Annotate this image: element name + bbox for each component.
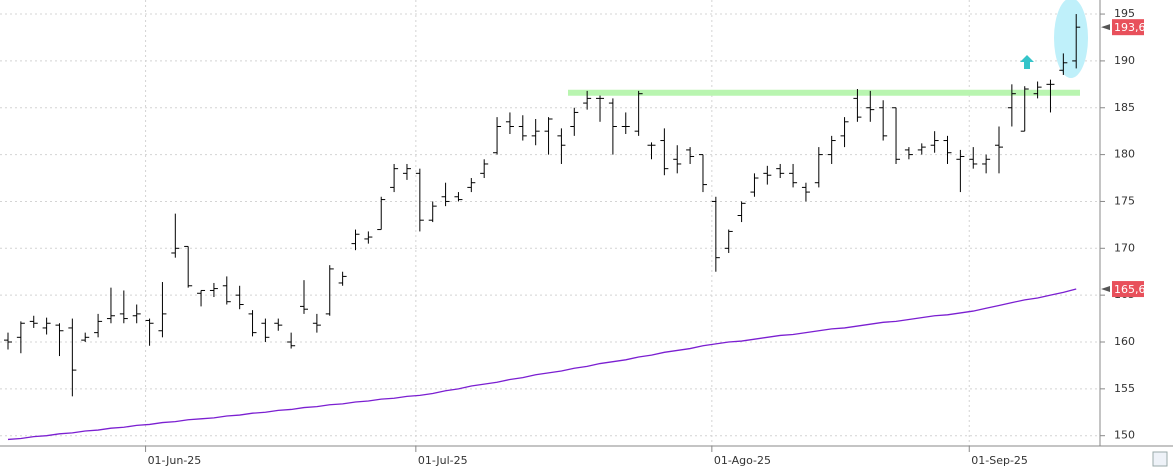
y-tick-label: 155 (1114, 382, 1135, 395)
y-tick-label: 150 (1114, 429, 1135, 442)
x-tick-label: 01-Ago-25 (714, 454, 771, 467)
price-pointer (1101, 24, 1110, 31)
x-tick-label: 01-Sep-25 (971, 454, 1028, 467)
price-pointer (1101, 286, 1110, 293)
y-tick-label: 170 (1114, 241, 1135, 254)
price-tag-label: 165,65 (1114, 283, 1153, 296)
y-tick-label: 185 (1114, 101, 1135, 114)
y-tick-label: 175 (1114, 194, 1135, 207)
price-tag-label: 193,6 (1114, 21, 1146, 34)
highlight-ellipse (1054, 0, 1088, 78)
up-arrow (1020, 55, 1034, 69)
price-tag (1112, 281, 1144, 298)
y-tick-label: 160 (1114, 335, 1135, 348)
x-tick-label: 01-Jun-25 (148, 454, 202, 467)
x-tick-label: 01-Jul-25 (418, 454, 468, 467)
price-tag (1112, 19, 1144, 36)
y-tick-label: 195 (1114, 7, 1135, 20)
y-tick-label: 190 (1114, 54, 1135, 67)
corner-button[interactable] (1152, 451, 1168, 467)
plot: 193,6 165,65 (4, 14, 1153, 441)
y-tick-label: 180 (1114, 148, 1135, 161)
moving-average (7, 288, 1077, 441)
